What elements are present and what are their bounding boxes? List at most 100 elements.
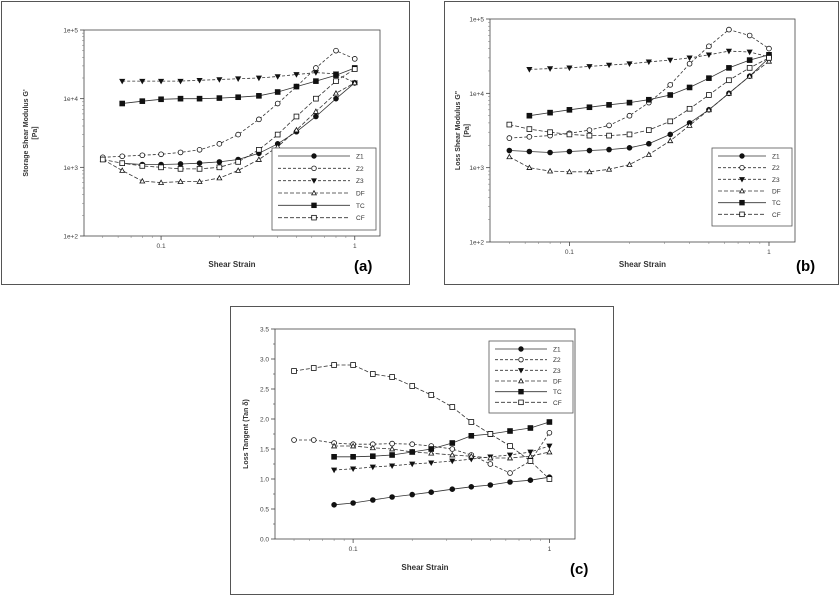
chart-c-legend-label: DF <box>553 379 562 386</box>
chart-b-point <box>606 132 612 139</box>
chart-a-point <box>177 178 184 184</box>
chart-b-point <box>746 65 753 71</box>
chart-a-xtick-label: 1 <box>353 243 357 250</box>
chart-b-point <box>586 147 593 154</box>
chart-c-point <box>527 458 534 464</box>
chart-a-legend-marker <box>311 214 317 221</box>
chart-b-point <box>506 153 513 160</box>
chart-a-point <box>196 166 203 172</box>
chart-c-point <box>409 441 416 448</box>
chart-a-point <box>139 163 146 169</box>
chart-b-point <box>506 135 513 141</box>
chart-a-point <box>293 83 300 90</box>
chart-c-point <box>369 444 376 451</box>
chart-c-point <box>468 433 475 439</box>
chart-c-point <box>507 428 513 434</box>
chart-b-point <box>586 132 593 139</box>
chart-b-point <box>506 121 513 128</box>
chart-a-point <box>274 74 281 80</box>
chart-a-point <box>256 116 262 123</box>
chart-a-legend-label: CF <box>356 215 365 222</box>
chart-b-point <box>746 57 753 63</box>
chart-c-point <box>527 452 534 459</box>
chart-a-point <box>157 78 165 85</box>
chart-b-point <box>626 99 633 106</box>
chart-a-point <box>216 95 223 101</box>
chart-a-point <box>274 89 281 95</box>
chart-b-point <box>566 131 573 138</box>
chart-c-point <box>527 425 534 431</box>
chart-a-legend-marker <box>311 202 317 209</box>
chart-a-point <box>119 167 126 173</box>
chart-b-point <box>667 131 674 138</box>
chart-b-series-df <box>506 58 773 175</box>
chart-c-point <box>449 446 456 452</box>
chart-b-series-cf <box>506 55 772 139</box>
chart-c-series-line <box>334 445 550 471</box>
chart-c-point <box>350 362 356 368</box>
chart-c-point <box>507 470 513 476</box>
chart-a-ytick-label: 1e+3 <box>63 165 78 172</box>
chart-b-point <box>686 60 693 67</box>
chart-c-point <box>468 419 475 425</box>
chart-a-legend-marker <box>311 178 317 184</box>
chart-c-point <box>370 497 376 503</box>
chart-c-point <box>468 484 475 490</box>
chart-a-point <box>216 77 223 83</box>
chart-a-legend-label: Z3 <box>356 178 364 185</box>
chart-a-svg: 1e+2 1e+3 1e+4 1e+5 0.1 1 Shear Strain Storage … <box>23 28 381 269</box>
chart-c-legend-marker <box>518 377 524 384</box>
chart-b-point <box>547 109 553 116</box>
chart-a-point <box>256 147 262 153</box>
chart-b-legend-marker <box>739 177 745 183</box>
chart-panel-a: 1e+2 1e+3 1e+4 1e+5 0.1 1 Shear Strain Storage … <box>1 1 410 285</box>
chart-b-point <box>646 96 652 103</box>
chart-b-point <box>766 45 772 52</box>
chart-a-point <box>216 164 223 171</box>
chart-c-xlabel: Shear Strain <box>401 563 448 572</box>
panel-label-c: (c) <box>570 561 589 578</box>
chart-a-point <box>177 166 184 172</box>
chart-a-xtick-label: 0.1 <box>157 243 166 250</box>
chart-a-point <box>255 75 262 82</box>
chart-b-legend-label: DF <box>772 189 781 196</box>
chart-c-legend-marker <box>518 356 524 363</box>
chart-b-series-z2 <box>506 26 772 141</box>
chart-c-point <box>350 442 357 449</box>
chart-a-point <box>196 78 203 84</box>
chart-c-point <box>370 371 376 377</box>
chart-b-legend-marker <box>739 164 745 171</box>
chart-c-ylabel: Loss Tangent (Tan δ) <box>243 399 250 469</box>
chart-c-point <box>546 430 553 436</box>
chart-a-point <box>313 78 319 84</box>
chart-a-legend-marker <box>311 153 317 159</box>
chart-b-series-line <box>509 29 770 139</box>
chart-a-legend-box <box>271 147 377 231</box>
chart-c-ytick-label: 3.5 <box>260 327 269 334</box>
chart-a-series-cf <box>99 66 358 172</box>
chart-c-point <box>331 442 338 449</box>
chart-c-point <box>409 461 416 468</box>
chart-b-point <box>606 102 612 108</box>
chart-c-series-line <box>334 476 550 506</box>
chart-b-legend-marker <box>739 187 745 194</box>
chart-c-ytick-label: 3.0 <box>260 357 269 364</box>
chart-b-xlabel: Shear Strain <box>619 260 666 269</box>
chart-b-point <box>605 62 613 69</box>
chart-a-ylabel-unit: [Pa] <box>32 126 39 139</box>
chart-a-point <box>99 156 106 163</box>
chart-b-svg: 1e+2 1e+3 1e+4 1e+5 0.1 1 Shear Strain Loss She… <box>455 17 796 269</box>
chart-c-xtick-label: 0.1 <box>349 546 358 553</box>
chart-c-point <box>507 443 513 449</box>
chart-b-point <box>586 64 593 70</box>
chart-a-legend-marker <box>311 165 317 172</box>
chart-b-series-z3 <box>526 48 773 73</box>
chart-b-point <box>566 168 573 175</box>
chart-c-point <box>389 452 395 458</box>
chart-b-point <box>705 106 712 113</box>
chart-b-series-tc <box>526 51 772 119</box>
chart-b-point <box>667 82 674 88</box>
chart-a-point <box>196 95 203 102</box>
chart-b-point <box>566 65 573 72</box>
chart-b-point <box>726 26 732 33</box>
